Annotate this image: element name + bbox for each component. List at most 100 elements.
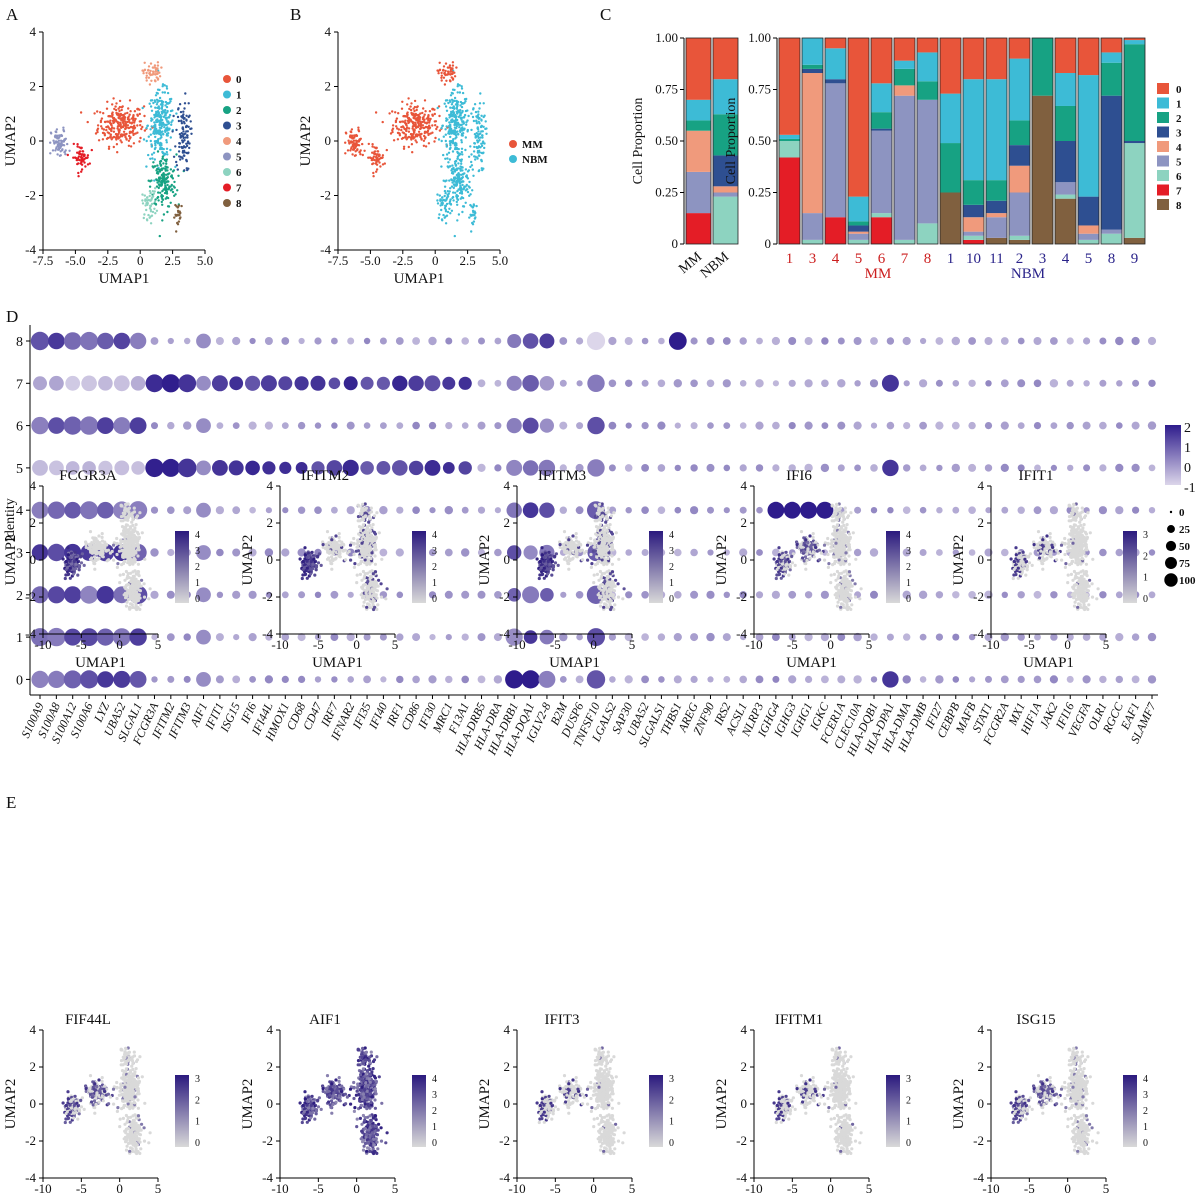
umap-point-nbm — [439, 204, 442, 207]
umap-point-nbm — [482, 167, 485, 170]
feature-point — [140, 531, 144, 535]
umap-point-nbm — [476, 126, 479, 129]
d-dot — [47, 543, 66, 562]
d-dot — [821, 337, 829, 345]
umap-point-cluster-0 — [142, 105, 146, 108]
e-ifitm2-legend-label: 2 — [432, 562, 437, 573]
umap-point-cluster-0 — [106, 120, 109, 123]
umap-point-nbm — [450, 129, 454, 132]
umap-point-nbm — [461, 91, 465, 95]
d-dot — [82, 461, 96, 475]
umap-point-nbm — [472, 107, 475, 110]
d-dot — [657, 464, 666, 472]
umap-point-cluster-1 — [145, 139, 148, 143]
umap-point-nbm — [455, 125, 459, 128]
umap-point-mm — [422, 126, 425, 130]
umap-point-mm — [394, 111, 397, 114]
d-dot — [379, 633, 387, 641]
umap-point-cluster-3 — [184, 136, 187, 139]
feature-point-expressing — [548, 562, 552, 566]
d-dot — [113, 670, 131, 688]
feature-point-expressing — [373, 570, 378, 574]
feature-point-expressing — [69, 562, 74, 566]
umap-point-mm — [419, 112, 422, 115]
umap-point-mm — [414, 139, 417, 142]
umap-point-cluster-2 — [166, 183, 169, 187]
umap-point-nbm — [464, 136, 467, 139]
d-identity-label: 3 — [16, 547, 23, 562]
umap-point-nbm — [482, 102, 485, 105]
umap-point-cluster-2 — [156, 196, 159, 200]
b-x-tick-label: 5.0 — [492, 253, 508, 268]
legend-dot-cluster-5 — [223, 152, 231, 161]
c-right-bar-segment-cluster-3 — [1078, 196, 1099, 226]
d-dot — [968, 337, 976, 345]
e-ifitm2-x-tick-label: -10 — [271, 637, 288, 652]
d-dot — [150, 506, 159, 514]
umap-point-cluster-3 — [180, 122, 184, 125]
umap-point-nbm — [436, 202, 440, 205]
d-dot — [282, 507, 289, 514]
umap-point-nbm — [456, 189, 459, 193]
d-dot — [461, 422, 469, 429]
d-dot — [853, 548, 862, 557]
feature-point — [138, 511, 142, 515]
umap-point-nbm — [456, 157, 459, 160]
umap-point-cluster-3 — [176, 168, 179, 171]
umap-point-mm — [420, 137, 423, 140]
umap-point-cluster-0 — [102, 112, 105, 115]
feature-point — [361, 502, 365, 506]
feature-point — [115, 536, 119, 541]
legend-label-cluster: 0 — [236, 74, 242, 86]
umap-point-cluster-7 — [66, 153, 70, 157]
umap-point-cluster-1 — [147, 135, 150, 138]
c-left-y-tick-label: 1.00 — [655, 30, 678, 45]
d-dot — [788, 422, 796, 430]
umap-point-nbm — [478, 169, 481, 172]
d-dot — [328, 377, 341, 390]
umap-point-cluster-0 — [113, 107, 116, 111]
d-dot — [935, 421, 944, 430]
feature-point — [373, 543, 377, 547]
umap-point-nbm — [450, 141, 453, 144]
umap-point-cluster-0 — [96, 110, 99, 113]
feature-point — [84, 543, 88, 547]
d-dot — [297, 421, 306, 430]
umap-point-nbm — [454, 176, 457, 179]
umap-point-cluster-5 — [57, 142, 60, 146]
c-right-bar-segment-cluster-1 — [1078, 75, 1099, 197]
c-right-bar-segment-cluster-6 — [871, 213, 892, 218]
feature-point-expressing — [360, 541, 364, 545]
feature-point — [380, 557, 384, 561]
umap-point-nbm — [449, 94, 453, 97]
umap-point-cluster-1 — [161, 100, 165, 104]
umap-point-nbm — [478, 139, 481, 142]
d-dot — [608, 421, 617, 430]
umap-point-mm — [420, 132, 423, 136]
umap-point-nbm — [444, 208, 447, 211]
d-dot — [821, 379, 829, 388]
c-right-bar-segment-cluster-3 — [871, 128, 892, 131]
umap-point-nbm — [444, 157, 447, 160]
d-dot — [539, 418, 555, 433]
legend-dot-cluster-8 — [223, 199, 231, 207]
umap-point-mm — [451, 67, 454, 70]
d-dot — [63, 416, 82, 435]
d-dot — [804, 379, 813, 388]
feature-point-expressing — [111, 543, 116, 547]
d-dot — [65, 375, 81, 391]
umap-point-cluster-6 — [141, 202, 145, 205]
d-dot — [625, 379, 633, 387]
c-right-bar-segment-cluster-7 — [871, 217, 892, 244]
d-dot — [920, 337, 927, 345]
d-dot — [461, 506, 469, 514]
umap-point-cluster-7 — [80, 146, 83, 149]
umap-point-nbm — [451, 150, 455, 153]
feature-point — [148, 587, 152, 591]
umap-point-cluster-5 — [62, 144, 66, 147]
feature-point — [373, 539, 377, 543]
feature-point — [338, 555, 342, 559]
umap-point-cluster-7 — [77, 155, 81, 158]
c-right-bar-segment-cluster-6 — [1055, 194, 1076, 199]
feature-point — [90, 556, 94, 560]
